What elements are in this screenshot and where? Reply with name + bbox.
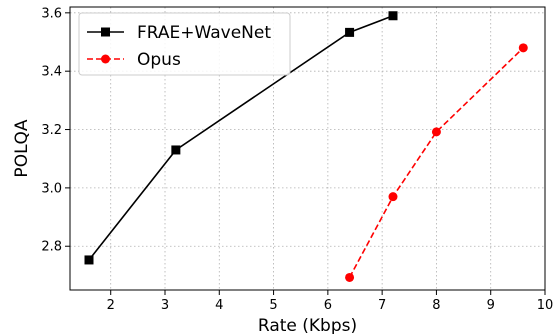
x-tick-label: 3 [161, 298, 169, 313]
data-point [431, 127, 441, 137]
series-line [348, 47, 524, 278]
x-axis: 2 3 4 5 6 7 8 9 10 [107, 290, 554, 313]
x-tick-label: 7 [378, 298, 386, 313]
data-point [171, 145, 181, 155]
legend: FRAE+WaveNet Opus [78, 12, 291, 76]
legend-item: Opus [87, 50, 181, 70]
y-axis-label: POLQA [12, 119, 32, 177]
y-tick-label: 3.0 [41, 181, 62, 196]
y-tick-label: 3.6 [41, 6, 62, 21]
series-opus [345, 43, 528, 282]
data-point [388, 192, 398, 202]
legend-marker [101, 27, 110, 37]
data-point [518, 43, 528, 53]
series-layer [84, 11, 528, 282]
y-tick-label: 3.4 [41, 65, 62, 80]
data-point [84, 255, 94, 265]
data-point [345, 27, 355, 37]
series-frae-wavenet [84, 11, 398, 265]
x-tick-label: 5 [269, 298, 277, 313]
x-axis-label: Rate (Kbps) [258, 316, 357, 334]
x-tick-label: 10 [537, 298, 554, 313]
x-tick-label: 6 [324, 298, 332, 313]
y-tick-label: 2.8 [41, 240, 62, 255]
legend-item: FRAE+WaveNet [87, 23, 271, 43]
data-point [345, 272, 355, 282]
data-point [388, 11, 398, 21]
legend-label: FRAE+WaveNet [137, 23, 271, 43]
x-tick-label: 9 [487, 298, 495, 313]
x-tick-label: 4 [215, 298, 223, 313]
legend-box [78, 12, 291, 76]
series-line [88, 15, 394, 261]
plot-frame [69, 6, 546, 291]
x-tick-label: 2 [107, 298, 115, 313]
y-tick-label: 3.2 [41, 123, 62, 138]
y-axis: 2.8 3.0 3.2 3.4 3.6 [41, 6, 70, 255]
legend-label: Opus [137, 50, 181, 70]
x-tick-label: 8 [432, 298, 440, 313]
grid-lines [70, 7, 546, 290]
legend-marker [101, 54, 110, 64]
